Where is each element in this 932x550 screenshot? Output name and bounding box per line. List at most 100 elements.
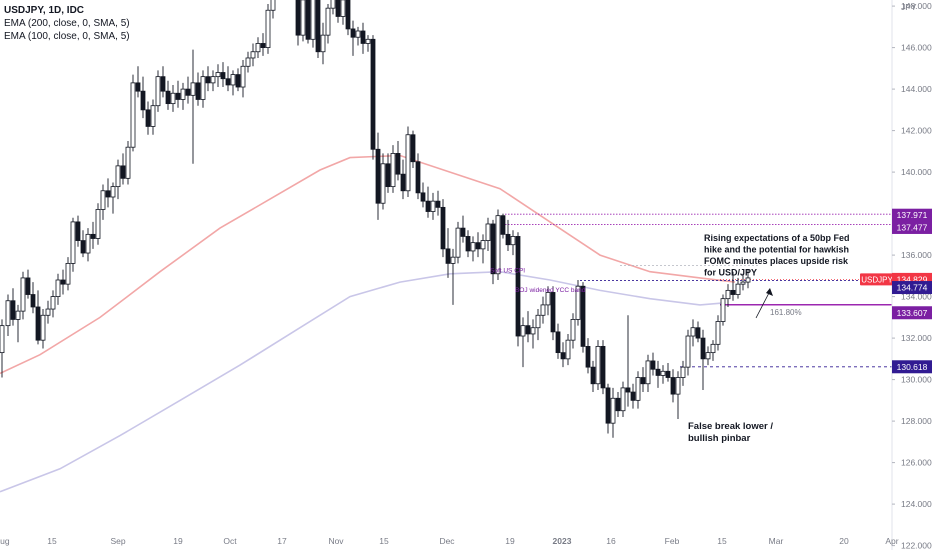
candle-up-body	[745, 277, 751, 283]
candle-down-body	[140, 90, 146, 111]
annotation-rising: Rising expectations of a 50bp Fed hike a…	[704, 233, 852, 278]
ema-100-line	[0, 154, 736, 375]
candle	[500, 213, 506, 239]
candle	[135, 66, 141, 98]
candle-down-body	[400, 173, 406, 192]
candle	[695, 321, 701, 343]
candle-up-body	[405, 134, 411, 192]
candle	[545, 286, 551, 316]
candle-down-body	[500, 215, 506, 235]
x-tick-label: 17	[277, 536, 287, 546]
candle-down-body	[220, 72, 226, 80]
candle-down-body	[25, 277, 31, 295]
candle	[620, 381, 626, 417]
candle-down-body	[35, 306, 41, 341]
candle-up-body	[250, 51, 256, 59]
candle	[325, 4, 331, 44]
y-tick-label: 136.000	[901, 250, 932, 260]
candle-up-body	[100, 190, 106, 210]
candle-down-body	[590, 366, 596, 385]
candle	[85, 228, 91, 262]
candle-up-body	[455, 227, 461, 258]
candle	[0, 319, 5, 378]
candle	[205, 66, 211, 92]
candle	[225, 66, 231, 92]
candle	[550, 286, 556, 341]
legend-ema-100[interactable]: EMA (100, close, 0, SMA, 5)	[4, 31, 130, 42]
candle	[660, 365, 666, 384]
candle-down-body	[350, 28, 356, 38]
candle	[575, 280, 581, 326]
x-tick-label: 16	[606, 536, 616, 546]
annotation-false-break: False break lower / bullish pinbar	[688, 421, 776, 444]
candle	[120, 153, 126, 185]
y-tick-label: 142.000	[901, 126, 932, 136]
candle-up-body	[355, 30, 361, 38]
candle-down-body	[445, 248, 451, 264]
candle-down-body	[315, 0, 321, 53]
candle-down-body	[630, 391, 636, 401]
candle	[490, 219, 496, 285]
candle	[445, 228, 451, 278]
candle-up-body	[390, 153, 396, 188]
candle	[335, 0, 341, 23]
candle	[345, 0, 351, 36]
candle-up-body	[45, 308, 51, 316]
candle	[60, 269, 66, 295]
candle-down-body	[395, 153, 401, 175]
candle	[170, 84, 176, 112]
legend-symbol[interactable]: USDJPY, 1D, IDC	[4, 5, 85, 16]
candle-up-body	[70, 221, 76, 264]
candle	[355, 26, 361, 46]
candle	[140, 76, 146, 119]
candle-up-body	[430, 200, 436, 212]
candle-down-body	[75, 221, 81, 241]
candle-up-body	[715, 321, 721, 345]
candle	[590, 360, 596, 393]
candle-down-body	[465, 236, 471, 252]
price-label-box	[892, 306, 932, 320]
candle	[240, 60, 246, 98]
x-tick-label: 20	[839, 536, 849, 546]
candle-up-body	[245, 57, 251, 67]
y-tick-label: 148.000	[901, 1, 932, 11]
candle-down-body	[375, 148, 381, 204]
candle	[470, 236, 476, 262]
candle-up-body	[110, 186, 116, 198]
candle	[90, 221, 96, 249]
candle	[535, 309, 541, 341]
x-tick-label: 19	[173, 536, 183, 546]
candle	[220, 62, 226, 88]
candle	[630, 383, 636, 409]
x-tick-label: Oct	[223, 536, 237, 546]
candle	[745, 269, 751, 289]
candle	[665, 363, 671, 382]
x-tick-label: 15	[379, 536, 389, 546]
level-lines	[505, 213, 892, 368]
candle	[70, 217, 76, 272]
candle	[405, 126, 411, 197]
ema-200-line	[0, 270, 726, 493]
candle-down-body	[30, 294, 36, 308]
candle-up-body	[180, 88, 186, 100]
candle-up-body	[720, 298, 726, 322]
candle	[560, 342, 566, 368]
candle	[670, 369, 676, 403]
candle-down-body	[490, 223, 496, 275]
y-axis-unit: JPY	[901, 2, 917, 12]
candle	[465, 230, 471, 258]
candle-up-body	[680, 366, 686, 378]
candle-up-body	[365, 38, 371, 44]
candle	[530, 319, 536, 349]
candle	[615, 392, 621, 417]
candle-down-body	[120, 165, 126, 179]
candle	[690, 319, 696, 347]
candle-down-body	[205, 76, 211, 84]
legend-ema-200[interactable]: EMA (200, close, 0, SMA, 5)	[4, 18, 130, 29]
x-tick-label: Feb	[665, 536, 680, 546]
candle-up-body	[740, 281, 746, 285]
x-tick-label: Aug	[0, 536, 10, 546]
candle	[715, 315, 721, 351]
